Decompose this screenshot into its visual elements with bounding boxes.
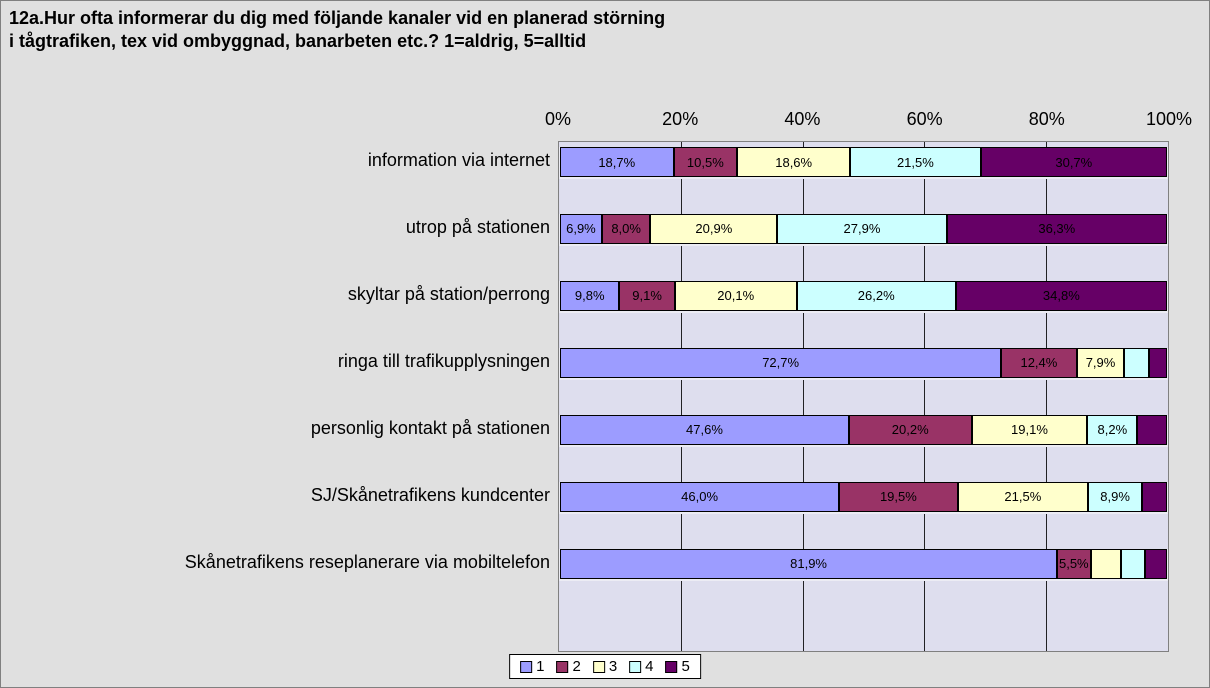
x-tick-label: 0% (545, 109, 571, 130)
bar-segment (1149, 348, 1167, 378)
bar-segment: 8,9% (1088, 482, 1142, 512)
bar-segment: 10,5% (674, 147, 738, 177)
category-label: Skånetrafikens reseplanerare via mobilte… (185, 552, 550, 573)
x-tick-label: 80% (1029, 109, 1065, 130)
x-tick-label: 100% (1146, 109, 1192, 130)
plot-area: 18,7%10,5%18,6%21,5%30,7%6,9%8,0%20,9%27… (558, 141, 1169, 652)
bar-segment: 9,1% (619, 281, 674, 311)
stacked-bar: 81,9%5,5% (560, 549, 1167, 579)
x-tick-label: 20% (662, 109, 698, 130)
bar-segment: 72,7% (560, 348, 1001, 378)
bar-segment: 8,0% (602, 214, 651, 244)
bar-segment: 5,5% (1057, 549, 1090, 579)
bar-row: 46,0%19,5%21,5%8,9% (559, 465, 1168, 528)
bar-segment: 34,8% (956, 281, 1167, 311)
stacked-bar: 9,8%9,1%20,1%26,2%34,8% (560, 281, 1167, 311)
bar-segment: 46,0% (560, 482, 839, 512)
bar-segment: 81,9% (560, 549, 1057, 579)
bar-segment (1124, 348, 1148, 378)
legend-label: 5 (682, 658, 690, 675)
legend-item: 5 (666, 658, 690, 675)
category-label: skyltar på station/perrong (348, 284, 550, 305)
bar-row: 18,7%10,5%18,6%21,5%30,7% (559, 141, 1168, 194)
bar-segment (1145, 549, 1167, 579)
stacked-bar: 47,6%20,2%19,1%8,2% (560, 415, 1167, 445)
category-label: information via internet (368, 150, 550, 171)
legend-item: 1 (520, 658, 544, 675)
x-tick-label: 40% (784, 109, 820, 130)
bar-segment: 6,9% (560, 214, 602, 244)
x-axis: 0%20%40%60%80%100% (558, 109, 1169, 139)
legend-label: 1 (536, 658, 544, 675)
bar-segment: 7,9% (1077, 348, 1125, 378)
bar-segment: 19,5% (839, 482, 957, 512)
bar-segment (1142, 482, 1167, 512)
legend-label: 4 (645, 658, 653, 675)
bar-segment (1121, 549, 1145, 579)
bar-segment: 8,2% (1087, 415, 1137, 445)
legend-item: 3 (593, 658, 617, 675)
legend-swatch (666, 661, 678, 673)
bar-segment: 20,9% (650, 214, 777, 244)
bar-segment: 21,5% (958, 482, 1089, 512)
bar-segment (1091, 549, 1121, 579)
bar-row: 72,7%12,4%7,9% (559, 331, 1168, 394)
bar-segment: 12,4% (1001, 348, 1076, 378)
bar-segment: 20,2% (849, 415, 972, 445)
bar-segment: 21,5% (850, 147, 981, 177)
bar-segment (1137, 415, 1167, 445)
stacked-bar: 6,9%8,0%20,9%27,9%36,3% (560, 214, 1167, 244)
category-labels: information via internet utrop på station… (31, 141, 558, 652)
chart-container: 12a.Hur ofta informerar du dig med följa… (0, 0, 1210, 688)
chart-title: 12a.Hur ofta informerar du dig med följa… (9, 7, 665, 52)
stacked-bar: 18,7%10,5%18,6%21,5%30,7% (560, 147, 1167, 177)
legend-swatch (556, 661, 568, 673)
bar-segment: 27,9% (777, 214, 946, 244)
bar-segment: 47,6% (560, 415, 849, 445)
bar-segment: 20,1% (675, 281, 797, 311)
legend-swatch (629, 661, 641, 673)
bar-segment: 30,7% (981, 147, 1167, 177)
legend-label: 2 (572, 658, 580, 675)
bar-segment: 18,6% (737, 147, 850, 177)
bar-segment: 18,7% (560, 147, 674, 177)
bar-row: 81,9%5,5% (559, 532, 1168, 595)
stacked-bar: 72,7%12,4%7,9% (560, 348, 1167, 378)
legend: 1 2 3 4 5 (509, 654, 701, 679)
legend-item: 2 (556, 658, 580, 675)
x-tick-label: 60% (907, 109, 943, 130)
category-label: utrop på stationen (406, 217, 550, 238)
category-label: ringa till trafikupplysningen (338, 351, 550, 372)
bar-segment: 19,1% (972, 415, 1088, 445)
legend-label: 3 (609, 658, 617, 675)
legend-swatch (520, 661, 532, 673)
bar-segment: 9,8% (560, 281, 619, 311)
bar-segment: 36,3% (947, 214, 1167, 244)
category-label: personlig kontakt på stationen (311, 418, 550, 439)
category-label: SJ/Skånetrafikens kundcenter (311, 485, 550, 506)
bar-row: 9,8%9,1%20,1%26,2%34,8% (559, 264, 1168, 327)
bars-area: 18,7%10,5%18,6%21,5%30,7%6,9%8,0%20,9%27… (558, 141, 1169, 652)
legend-item: 4 (629, 658, 653, 675)
legend-swatch (593, 661, 605, 673)
stacked-bar: 46,0%19,5%21,5%8,9% (560, 482, 1167, 512)
bar-segment: 26,2% (797, 281, 956, 311)
bar-row: 47,6%20,2%19,1%8,2% (559, 398, 1168, 461)
plot: 0%20%40%60%80%100% information via inter… (31, 141, 1179, 652)
bar-row: 6,9%8,0%20,9%27,9%36,3% (559, 197, 1168, 260)
